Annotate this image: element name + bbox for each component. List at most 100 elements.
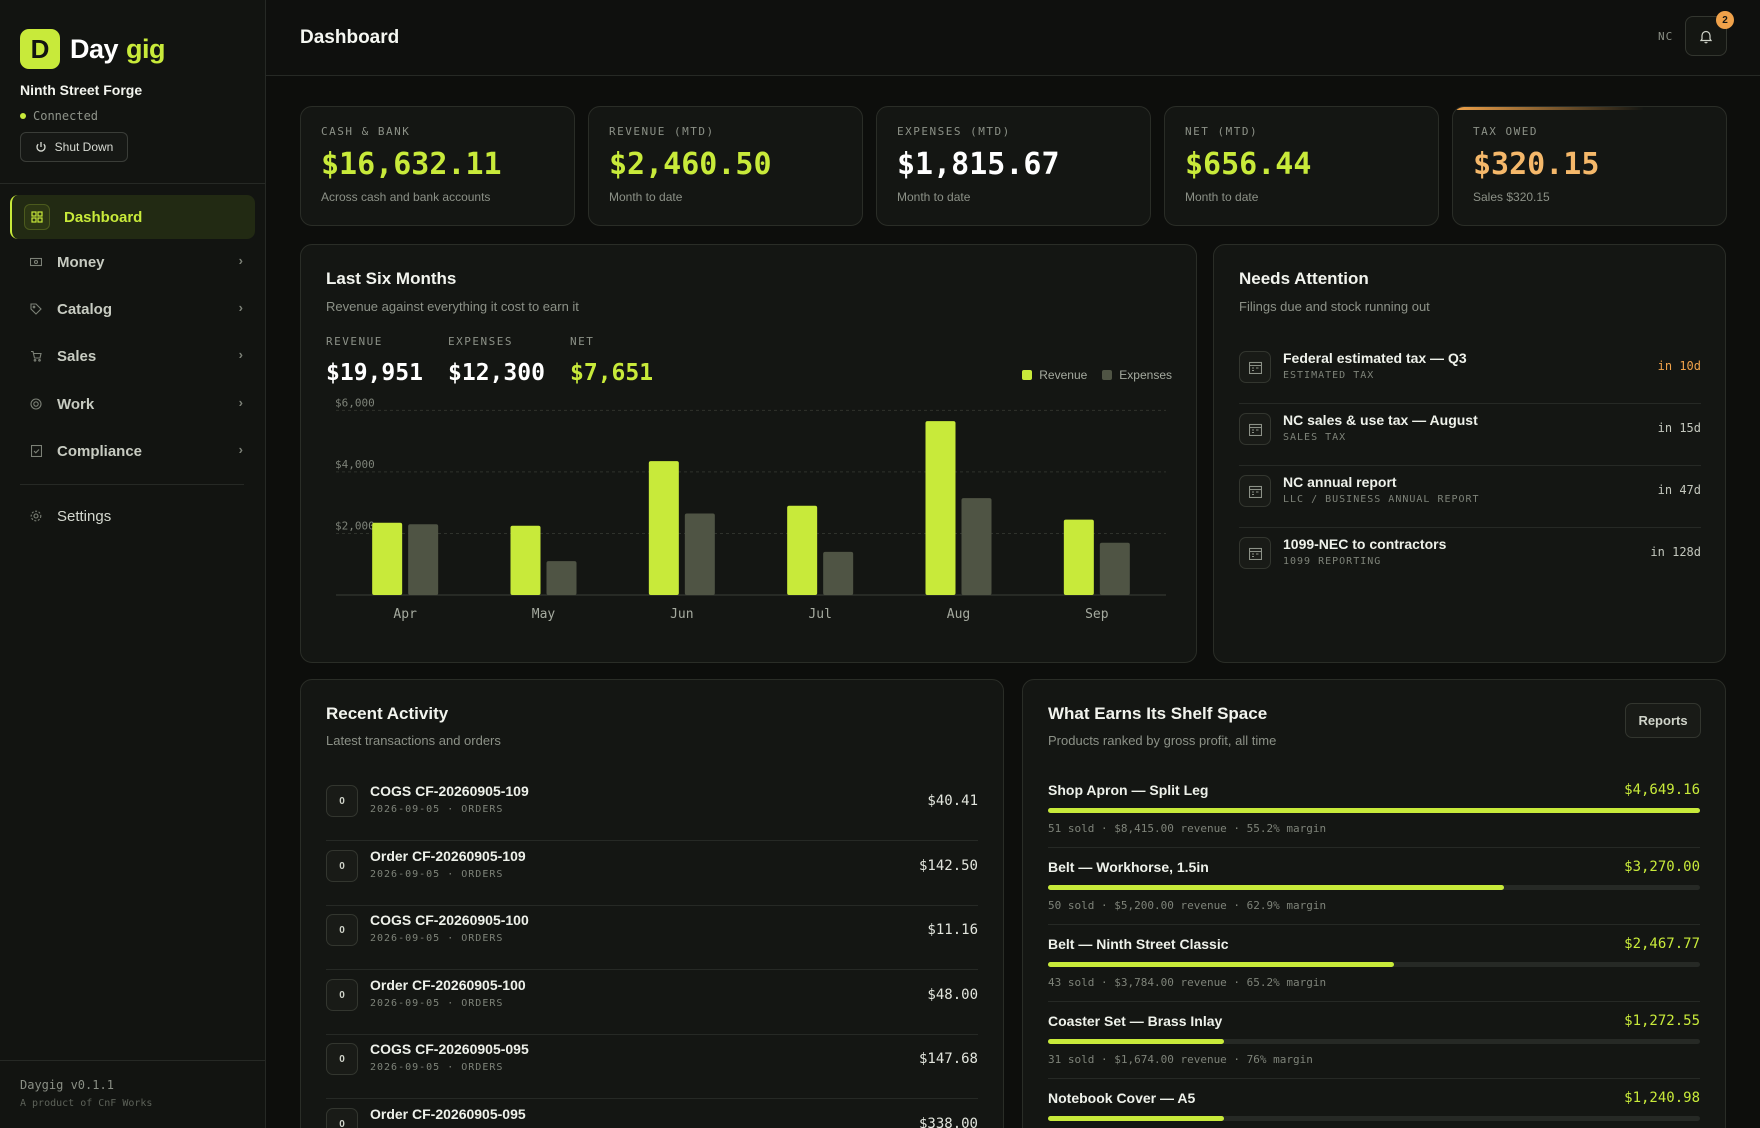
row-divider	[1048, 924, 1700, 925]
product-name: Belt — Ninth Street Classic	[1048, 936, 1229, 952]
calendar-icon	[1239, 351, 1271, 383]
calendar-icon	[1239, 537, 1271, 569]
x-tick-label: Jul	[808, 607, 831, 622]
product-row[interactable]: Coaster Set — Brass Inlay $1,272.55 31 s…	[1048, 1011, 1700, 1087]
attention-due: in 10d	[1657, 359, 1701, 373]
top-bar: Dashboard NC 2	[266, 0, 1760, 76]
stat-card-revenue[interactable]: REVENUE (MTD) $2,460.50 Month to date	[588, 106, 863, 226]
stat-label: EXPENSES (MTD)	[897, 125, 1011, 138]
card-title: Last Six Months	[326, 269, 457, 288]
attention-due: in 128d	[1650, 545, 1701, 559]
y-tick-label: $6,000	[335, 396, 375, 409]
checklist-icon	[28, 443, 44, 459]
bar-expenses-jun	[684, 513, 715, 595]
bar-revenue-jun	[648, 461, 679, 595]
notification-badge: 2	[1716, 11, 1734, 29]
activity-amount: $147.68	[918, 1051, 978, 1067]
nav-label-settings: Settings	[57, 507, 112, 525]
activity-item[interactable]: 0 Order CF-20260905-109 2026-09-05 · ORD…	[326, 842, 978, 906]
attention-item[interactable]: Federal estimated tax — Q3 ESTIMATED TAX…	[1239, 342, 1701, 404]
bar-revenue-apr	[372, 522, 403, 595]
x-tick-label: Apr	[393, 607, 417, 622]
stat-sub: Sales $320.15	[1473, 190, 1550, 204]
chart-legend: Revenue Expenses	[1007, 368, 1172, 382]
product-meta: 50 sold · $5,200.00 revenue · 62.9% marg…	[1048, 899, 1327, 912]
stat-label: NET (MTD)	[1185, 125, 1259, 138]
attention-category: 1099 REPORTING	[1283, 556, 1382, 567]
nav-item-settings[interactable]: Settings	[10, 494, 255, 538]
activity-meta: 2026-09-05 · ORDERS	[370, 933, 504, 944]
nav-label-money: Money	[57, 253, 105, 271]
shelf-space-card: What Earns Its Shelf Space Products rank…	[1022, 679, 1726, 1128]
product-row[interactable]: Notebook Cover — A5 $1,240.98	[1048, 1088, 1700, 1128]
kpi-expenses: EXPENSES $12,300	[448, 335, 545, 386]
nav-label-work: Work	[57, 395, 95, 413]
row-divider	[1048, 847, 1700, 848]
activity-item[interactable]: 0 COGS CF-20260905-100 2026-09-05 · ORDE…	[326, 906, 978, 970]
recent-activity-card: Recent Activity Latest transactions and …	[300, 679, 1004, 1128]
nav-item-compliance[interactable]: Compliance ›	[10, 429, 255, 473]
row-divider	[1048, 1001, 1700, 1002]
brand-name-part2: gig	[126, 33, 166, 64]
product-row[interactable]: Belt — Workhorse, 1.5in $3,270.00 50 sol…	[1048, 857, 1700, 933]
stat-value: $656.44	[1185, 147, 1312, 182]
activity-item[interactable]: 0 COGS CF-20260905-109 2026-09-05 · ORDE…	[326, 777, 978, 841]
notifications-button[interactable]: 2	[1685, 11, 1734, 56]
nav-item-sales[interactable]: Sales ›	[10, 334, 255, 378]
dashboard-icon	[24, 204, 50, 230]
nav-item-work[interactable]: Work ›	[10, 382, 255, 426]
attention-due: in 47d	[1657, 483, 1701, 497]
chevron-right-icon: ›	[238, 253, 243, 268]
activity-item[interactable]: 0 Order CF-20260905-095 $338.00	[326, 1100, 978, 1128]
shutdown-button[interactable]: Shut Down	[20, 132, 128, 162]
attention-item[interactable]: NC annual report LLC / BUSINESS ANNUAL R…	[1239, 466, 1701, 528]
stat-value: $16,632.11	[321, 147, 502, 182]
calendar-icon	[1239, 475, 1271, 507]
product-profit: $1,240.98	[1624, 1090, 1700, 1106]
legend-swatch	[1102, 370, 1113, 380]
stat-card-cash[interactable]: CASH & BANK $16,632.11 Across cash and b…	[300, 106, 575, 226]
nav-item-dashboard[interactable]: Dashboard	[10, 195, 255, 239]
business-name: Ninth Street Forge	[20, 82, 143, 98]
legend-item-expenses[interactable]: Expenses	[1102, 368, 1172, 382]
nav-divider	[20, 484, 244, 485]
stat-sub: Month to date	[1185, 190, 1259, 204]
profit-bar-fill	[1048, 1039, 1225, 1044]
product-row[interactable]: Shop Apron — Split Leg $4,649.16 51 sold…	[1048, 780, 1700, 856]
activity-meta: 2026-09-05 · ORDERS	[370, 869, 504, 880]
activity-amount: $40.41	[927, 793, 978, 809]
x-tick-label: May	[532, 607, 556, 622]
activity-item[interactable]: 0 Order CF-20260905-100 2026-09-05 · ORD…	[326, 971, 978, 1035]
stat-card-tax[interactable]: TAX OWED $320.15 Sales $320.15	[1452, 106, 1727, 226]
brand[interactable]: D Day gig	[20, 29, 166, 69]
nav-item-money[interactable]: Money ›	[10, 240, 255, 284]
attention-title: 1099-NEC to contractors	[1283, 536, 1447, 552]
bar-expenses-jul	[823, 551, 854, 595]
money-icon	[28, 254, 44, 270]
activity-title: Order CF-20260905-109	[370, 848, 526, 864]
nav-label-dashboard: Dashboard	[64, 208, 143, 226]
activity-badge: 0	[326, 979, 358, 1011]
attention-item[interactable]: 1099-NEC to contractors 1099 REPORTING i…	[1239, 528, 1701, 590]
product-name: Belt — Workhorse, 1.5in	[1048, 859, 1209, 875]
row-divider	[326, 905, 978, 906]
stat-label: REVENUE (MTD)	[609, 125, 715, 138]
user-initials[interactable]: NC	[1658, 30, 1674, 43]
stat-card-net[interactable]: NET (MTD) $656.44 Month to date	[1164, 106, 1439, 226]
activity-title: Order CF-20260905-100	[370, 977, 526, 993]
legend-item-revenue[interactable]: Revenue	[1022, 368, 1087, 382]
card-subtitle: Products ranked by gross profit, all tim…	[1048, 733, 1277, 748]
attention-item[interactable]: NC sales & use tax — August SALES TAX in…	[1239, 404, 1701, 466]
row-divider	[1239, 527, 1701, 528]
row-divider	[326, 1098, 978, 1099]
nav-item-catalog[interactable]: Catalog ›	[10, 287, 255, 331]
nav-label-sales: Sales	[57, 347, 97, 365]
stat-card-expenses[interactable]: EXPENSES (MTD) $1,815.67 Month to date	[876, 106, 1151, 226]
page-title: Dashboard	[300, 27, 400, 48]
activity-item[interactable]: 0 COGS CF-20260905-095 2026-09-05 · ORDE…	[326, 1035, 978, 1099]
reports-button[interactable]: Reports	[1625, 703, 1701, 738]
product-row[interactable]: Belt — Ninth Street Classic $2,467.77 43…	[1048, 934, 1700, 1010]
stat-value: $1,815.67	[897, 147, 1060, 182]
tag-icon	[28, 301, 44, 317]
activity-badge: 0	[326, 1043, 358, 1075]
